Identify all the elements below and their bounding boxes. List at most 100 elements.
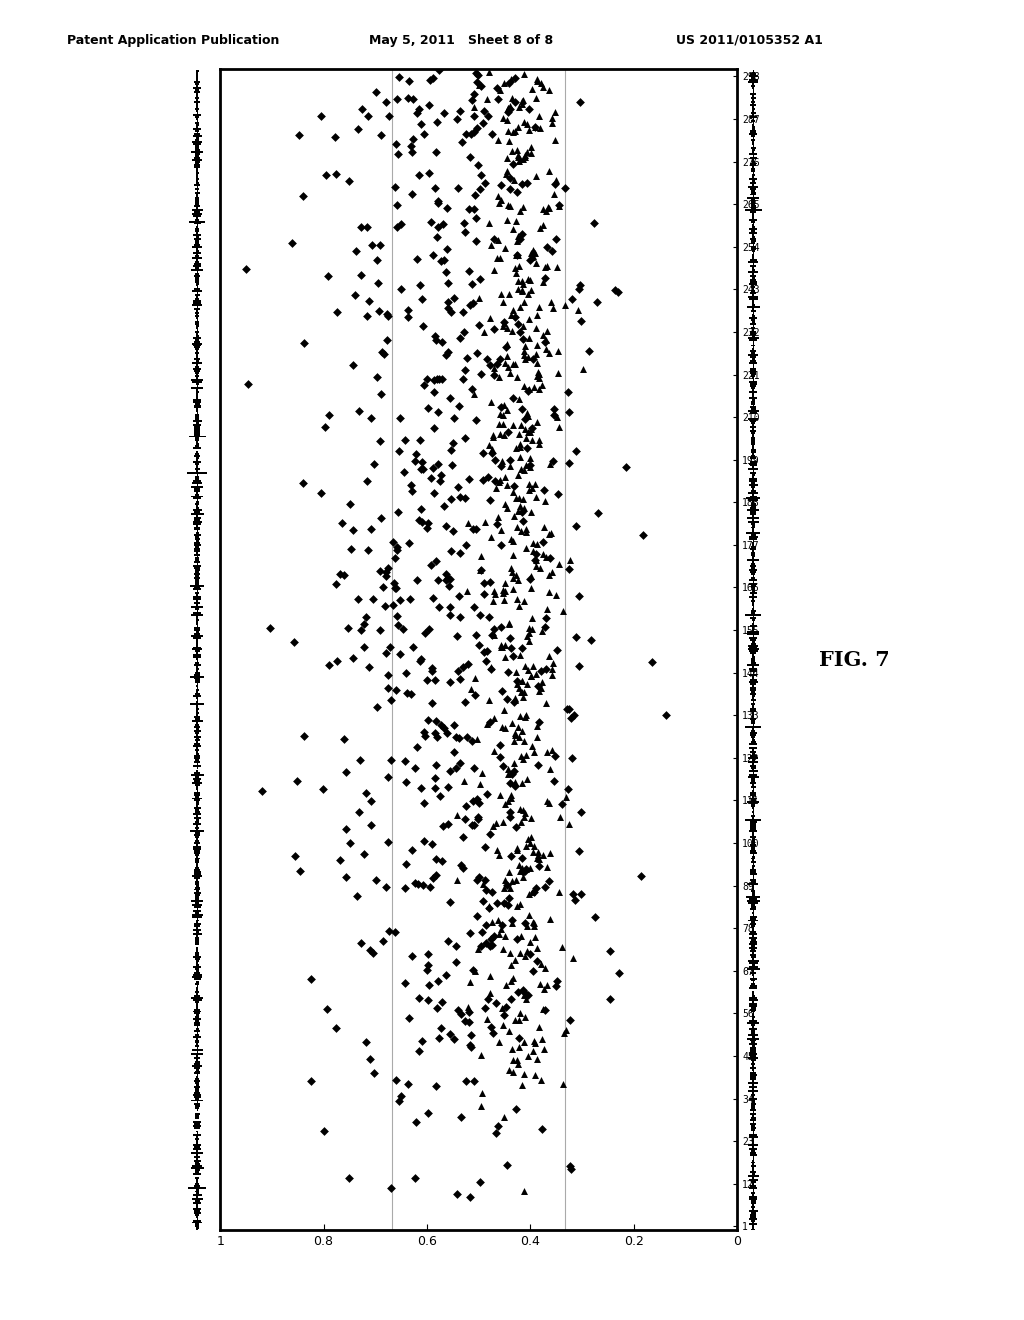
Point xyxy=(516,1064,532,1085)
Point xyxy=(504,140,520,161)
Point xyxy=(518,626,535,647)
Point xyxy=(546,404,562,425)
Point xyxy=(532,953,549,974)
Point xyxy=(527,664,544,685)
Bar xyxy=(196,117,199,120)
Point xyxy=(420,944,436,965)
Bar xyxy=(752,979,755,982)
Point xyxy=(514,91,530,112)
Point xyxy=(515,866,531,887)
Bar xyxy=(750,873,757,875)
Bar xyxy=(751,1049,756,1051)
Bar xyxy=(196,1154,199,1156)
Bar xyxy=(195,1067,200,1069)
Bar xyxy=(751,850,756,851)
Bar xyxy=(195,187,200,190)
Point xyxy=(519,380,536,401)
Point xyxy=(240,374,256,395)
Bar xyxy=(191,486,203,488)
Bar xyxy=(195,672,200,673)
Bar xyxy=(197,531,198,532)
Bar xyxy=(748,648,759,651)
Bar xyxy=(751,721,756,722)
Point xyxy=(378,561,394,582)
Bar xyxy=(752,577,755,578)
Bar xyxy=(196,437,199,440)
Bar xyxy=(750,1217,757,1220)
Point xyxy=(494,680,510,701)
Bar xyxy=(197,103,198,104)
Bar xyxy=(196,619,199,622)
Point xyxy=(517,418,534,440)
Point xyxy=(503,954,519,975)
Point xyxy=(378,565,394,586)
Point xyxy=(413,458,429,479)
Point xyxy=(370,273,386,294)
Point xyxy=(432,785,449,807)
Point xyxy=(511,256,527,277)
Bar xyxy=(194,498,201,499)
Bar xyxy=(194,535,201,536)
Point xyxy=(397,751,414,772)
Bar xyxy=(753,982,754,983)
Point xyxy=(521,474,538,495)
Point xyxy=(460,997,476,1018)
Point xyxy=(537,267,553,288)
Point xyxy=(364,235,380,256)
Point xyxy=(507,306,523,327)
Point xyxy=(378,91,394,112)
Point xyxy=(508,244,524,265)
Point xyxy=(534,1119,550,1140)
Bar xyxy=(193,999,202,1001)
Point xyxy=(499,874,515,895)
Bar xyxy=(194,892,201,895)
Bar xyxy=(750,1040,757,1041)
Point xyxy=(507,689,523,710)
Bar xyxy=(190,585,204,586)
Bar xyxy=(750,232,757,234)
Bar xyxy=(195,478,200,480)
Bar xyxy=(196,350,199,352)
Point xyxy=(358,783,375,804)
Point xyxy=(350,119,367,140)
Bar xyxy=(751,954,756,956)
Bar xyxy=(751,785,756,788)
Point xyxy=(467,519,483,540)
Bar xyxy=(752,705,755,706)
Point xyxy=(501,887,517,908)
Point xyxy=(510,717,526,738)
Point xyxy=(496,700,512,721)
Bar xyxy=(752,586,755,589)
Point xyxy=(532,73,549,94)
Bar xyxy=(752,515,755,517)
Point xyxy=(512,799,528,820)
Point xyxy=(439,342,456,363)
Bar xyxy=(746,968,760,970)
Bar xyxy=(751,420,756,422)
Point xyxy=(502,772,518,793)
Point xyxy=(509,929,525,950)
Point xyxy=(560,558,577,579)
Bar xyxy=(753,1191,754,1192)
Bar xyxy=(195,937,200,939)
Bar xyxy=(194,211,201,213)
Point xyxy=(537,616,553,638)
Bar xyxy=(196,182,199,183)
Bar xyxy=(750,775,757,776)
Point xyxy=(536,214,552,235)
Point xyxy=(536,1039,552,1060)
Bar xyxy=(195,370,200,372)
Point xyxy=(504,1038,520,1059)
Bar xyxy=(196,1028,199,1030)
Point xyxy=(551,417,567,438)
Bar xyxy=(751,781,756,784)
Bar xyxy=(752,750,755,751)
Point xyxy=(460,653,476,675)
Point xyxy=(490,367,507,388)
Point xyxy=(466,96,482,117)
Bar xyxy=(751,265,756,267)
Point xyxy=(401,71,418,92)
Bar xyxy=(748,1034,759,1036)
Point xyxy=(522,932,539,953)
Bar xyxy=(752,327,755,329)
